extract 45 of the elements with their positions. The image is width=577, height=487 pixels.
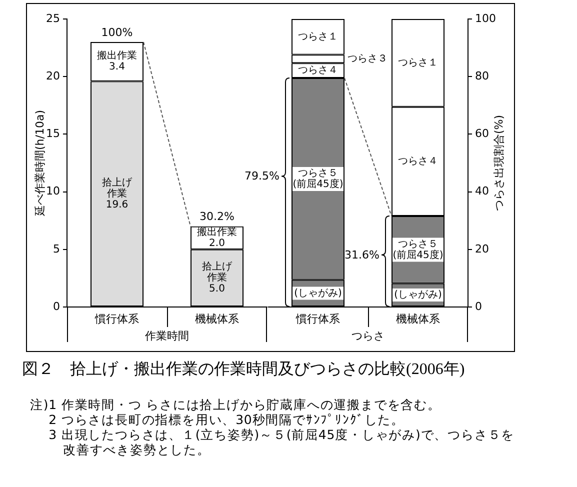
x-tick-label: 慣行体系 [295,312,340,326]
x-axis-title: 作業時間 [144,329,189,342]
text: 3 出現したつらさは、１(立ち姿勢)～５(前屈45度・しゃがみ)で、つらさ５を改善すべき姿勢とした。 [48,427,515,457]
y-tick-label: 20 [475,242,489,256]
y-axis-title: つらさ出現割合(%) [492,114,506,212]
annotation: 31.6% [344,248,380,262]
x-tick-label: 機械体系 [195,312,239,326]
text: つらさ４ [398,156,438,168]
text: 搬出作業 [97,50,137,62]
y-tick-label: 60 [475,127,489,140]
text: 拾上げ作業 [202,262,232,284]
series-label: 拾上げ作業 [102,176,133,200]
y-tick-label: 40 [475,184,489,198]
x-axis-title: つらさ [352,329,384,342]
text: つらさ５(前屈45度) [392,238,444,261]
data-label: 3.4 [109,62,125,73]
text: 図２ 拾上げ・搬出作業の作業時間及びつらさの比較(2006年) [22,361,465,379]
data-label: 5.0 [209,284,225,295]
text: (しゃがみ) [394,290,442,301]
y-tick-label: 5 [53,242,60,256]
y-tick-label: 10 [46,184,60,198]
text: 注)1 作業時間・つ らさには拾上げから貯蔵庫への運搬までを含む。 [28,397,441,412]
y-tick-label: 15 [46,127,60,140]
text: つらさ１ [398,58,438,69]
y-tick-label: 20 [46,69,60,82]
y-tick-label: 100 [475,12,496,25]
series-label: つらさ１ [298,31,338,42]
series-label: (しゃがみ) [294,288,342,299]
y-tick-label: 80 [475,69,489,82]
series-label: つらさ３ [348,53,388,64]
annotation: 100% [101,26,133,40]
data-label: 2.0 [209,238,225,249]
x-tick-label: 機械体系 [396,312,440,326]
text: 2 つらさは長町の指標を用い、30秒間隔でｻﾝﾌﾟﾘﾝｸﾞした。 [48,412,404,427]
series-label: つらさ４ [298,65,338,76]
y-axis-title: 延べ作業時間(h/10a) [34,110,46,216]
series-label: つらさ５(前屈45度) [292,168,344,190]
series-label: 搬出作業 [197,226,237,238]
annotation: 30.2% [200,210,234,224]
annotation: 79.5% [244,170,280,183]
x-tick-label: 慣行体系 [94,312,139,326]
y-tick-label: 25 [46,12,60,25]
data-label: 19.6 [106,199,128,210]
y-tick-label: 0 [475,300,482,313]
y-tick-label: 0 [53,300,60,313]
